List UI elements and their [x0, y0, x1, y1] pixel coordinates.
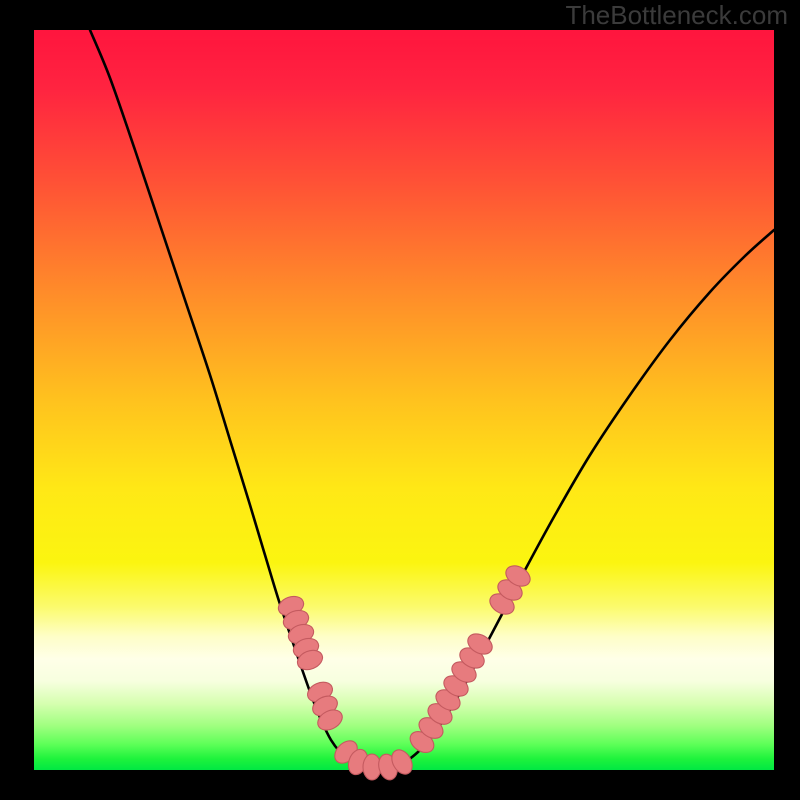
- left-black-strip: [8, 30, 34, 770]
- chart-root: TheBottleneck.com: [0, 0, 800, 800]
- plot-area: [34, 30, 774, 770]
- watermark-text: TheBottleneck.com: [565, 0, 788, 31]
- chart-svg: [0, 0, 800, 800]
